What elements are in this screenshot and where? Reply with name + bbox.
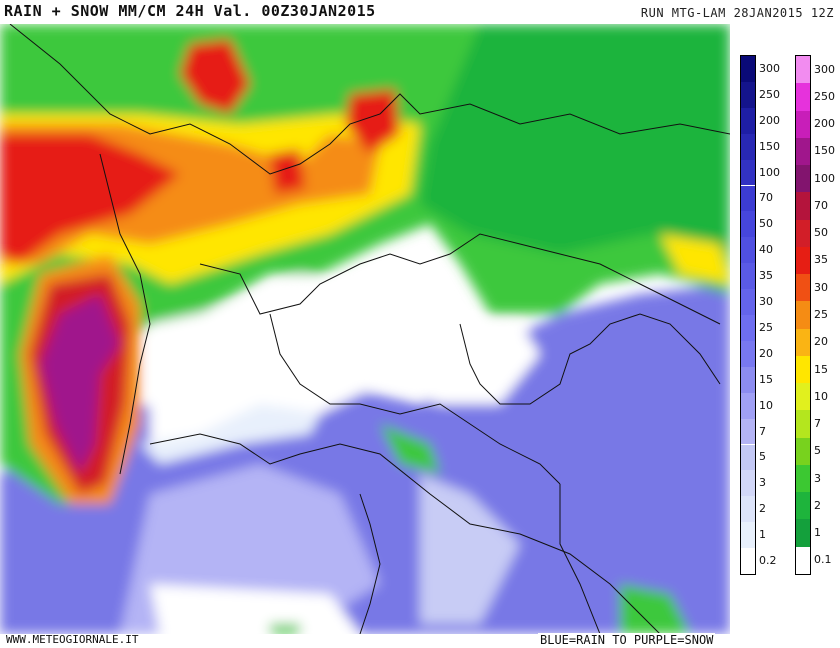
- rain-legend-swatch: [741, 366, 755, 393]
- rain-legend-swatch: [741, 392, 755, 419]
- rain-legend-swatch: [741, 315, 755, 341]
- rain-legend-label: 15: [759, 372, 773, 386]
- rain-legend-swatch: [741, 496, 755, 523]
- snow-legend-swatch: [796, 492, 810, 520]
- snow-legend-label: 0.1: [814, 553, 832, 567]
- dry-area: [150, 274, 540, 444]
- color-key-note: BLUE=RAIN TO PURPLE=SNOW: [538, 633, 716, 647]
- rain-legend-label: 200: [759, 113, 780, 127]
- rain-legend-label: 300: [759, 61, 780, 75]
- rain-legend-swatch: [741, 522, 755, 549]
- snow-legend-swatch: [796, 383, 810, 411]
- snow-legend-swatch: [796, 192, 810, 220]
- snow-legend-label: 35: [814, 253, 828, 267]
- rain-legend-label: 1: [759, 528, 766, 542]
- rain-legend-label: 70: [759, 191, 773, 205]
- snow-legend-label: 250: [814, 89, 835, 103]
- rain-legend-swatch: [741, 107, 755, 134]
- rain-legend-swatch: [741, 470, 755, 497]
- rain-legend-swatch: [741, 56, 755, 82]
- rain-legend-swatch: [741, 237, 755, 264]
- snow-legend-swatch: [796, 355, 810, 384]
- rain-legend-swatch: [741, 133, 755, 160]
- snow-legend-label: 10: [814, 389, 828, 403]
- rain-legend-swatch: [741, 548, 755, 574]
- snow-legend-label: 25: [814, 308, 828, 321]
- rain-legend-swatch: [741, 185, 755, 212]
- rain-legend-label: 5: [759, 450, 766, 464]
- snow-legend-swatch: [796, 219, 810, 247]
- snow-legend-swatch: [796, 437, 810, 465]
- rain-legend-swatch: [741, 263, 755, 290]
- snow-legend-swatch: [796, 165, 810, 193]
- snow-legend-swatch: [796, 83, 810, 111]
- rain-legend-label: 100: [759, 165, 780, 179]
- snow-legend-swatch: [796, 137, 810, 166]
- snow-legend-swatch: [796, 328, 810, 356]
- italy-coast: [149, 433, 661, 634]
- snow-legend-label: 300: [814, 62, 835, 76]
- rain-legend-label: 30: [759, 295, 773, 309]
- snow-legend-swatch: [796, 519, 810, 547]
- rain-legend-label: 35: [759, 269, 773, 283]
- snow-legend-label: 100: [814, 171, 835, 185]
- rain-legend-label: 20: [759, 346, 773, 360]
- rain-legend-swatch: [741, 444, 755, 471]
- precipitation-map: [0, 24, 730, 634]
- rain-legend-swatch: [741, 289, 755, 315]
- rain-legend-label: 10: [759, 398, 773, 412]
- snow-legend-label: 3: [814, 471, 821, 485]
- snow-legend-label: 150: [814, 144, 835, 158]
- rain-legend-label: 40: [759, 243, 773, 257]
- rain-legend-label: 25: [759, 320, 773, 334]
- snow-legend-label: 70: [814, 198, 828, 212]
- snow-legend-label: 20: [814, 335, 828, 349]
- snow-legend-swatch: [796, 274, 810, 302]
- rain-legend-label: 7: [759, 424, 766, 438]
- snow-legend-label: 2: [814, 498, 821, 512]
- rain-legend-label: 2: [759, 502, 766, 516]
- snow-legend-swatch: [796, 546, 810, 574]
- rain-legend-bar: 300 250 200 150 100 70 50 40 35 30 25 20 15 10 7 5 3 2 1 0.…: [740, 55, 780, 575]
- snow-legend-label: 30: [814, 280, 828, 294]
- rain-legend-label: 50: [759, 217, 773, 231]
- rain-legend-label: 250: [759, 87, 780, 101]
- snow-legend-swatch: [796, 110, 810, 138]
- alpine-border: [9, 24, 730, 175]
- rain-legend-label: 3: [759, 476, 766, 490]
- rain-legend-swatch: [741, 211, 755, 238]
- snow-legend-swatch: [796, 246, 810, 275]
- rain-legend-label: 0.2: [759, 554, 777, 568]
- model-run-label: RUN MTG-LAM 28JAN2015 12Z: [640, 6, 834, 20]
- rain-legend-swatch: [741, 418, 755, 445]
- map-title: RAIN + SNOW MM/CM 24H Val. 00Z30JAN2015: [4, 2, 376, 20]
- snow-legend-label: 200: [814, 117, 835, 131]
- snow-legend-bar: 300 250 200 150 100 70 50 35 30 25 20 15 10 7 5 3 2 1 0.1: [795, 55, 835, 575]
- snow-legend-swatch: [796, 56, 810, 84]
- snow-legend-label: 1: [814, 526, 821, 540]
- source-website: WWW.METEOGIORNALE.IT: [6, 633, 139, 646]
- snow-legend-swatch: [796, 301, 810, 329]
- snow-legend-label: 5: [814, 444, 821, 458]
- rain-legend-swatch: [741, 159, 755, 186]
- snow-legend-label: 7: [814, 417, 821, 431]
- snow-legend-swatch: [796, 464, 810, 493]
- snow-legend-label: 15: [814, 362, 828, 376]
- rain-legend-label: 150: [759, 139, 780, 153]
- rain-legend-swatch: [741, 340, 755, 367]
- snow-legend-label: 50: [814, 226, 828, 240]
- snow-legend-swatch: [796, 410, 810, 438]
- rain-legend-swatch: [741, 81, 755, 108]
